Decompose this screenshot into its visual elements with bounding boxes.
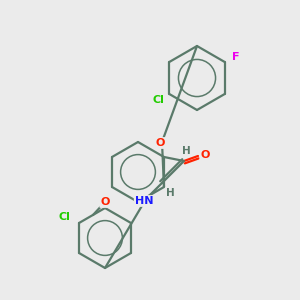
Text: Cl: Cl: [153, 95, 165, 105]
Text: O: O: [100, 197, 110, 207]
Text: Cl: Cl: [59, 212, 70, 222]
Text: H: H: [166, 188, 174, 198]
Text: H: H: [182, 146, 190, 156]
Text: F: F: [232, 52, 239, 62]
Text: O: O: [200, 150, 210, 160]
Text: HN: HN: [135, 196, 153, 206]
Text: O: O: [155, 138, 165, 148]
